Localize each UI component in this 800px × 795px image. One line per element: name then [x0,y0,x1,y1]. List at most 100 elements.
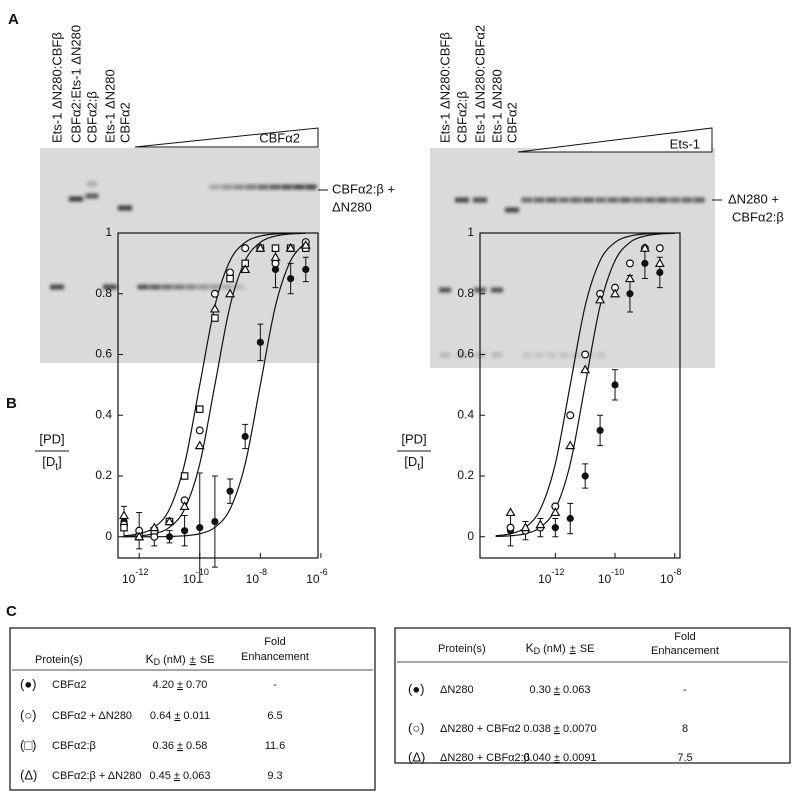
row-protein: CBFα2:β [52,740,96,752]
row-symbol: (●) [20,676,37,691]
y-label-part: ] [420,454,424,469]
row-symbol: (○) [408,720,425,735]
data-point [505,507,516,517]
titrant-label: Ets-1 [670,136,700,151]
gel-band [103,284,117,290]
gel-image [430,148,715,368]
kd-value: 0.64 [150,710,171,722]
kd-sub: D [534,646,541,656]
row-protein: ΔN280 + CBFα2 [440,723,521,735]
kd-pm: ± [177,679,183,691]
data-point [581,472,589,480]
gel-band [681,197,693,203]
tick-base: 10 [660,572,674,586]
y-tick-label: 0.6 [95,347,112,361]
titration-wedge [517,127,713,153]
data-point [271,265,280,274]
plot-frame [117,232,319,559]
band-label: ΔN280 + [728,191,779,206]
y-tick-label: 0 [105,529,112,543]
panel-label: B [6,395,17,412]
gel-band [547,352,557,358]
table-frame [9,627,376,791]
gel-band [87,181,97,187]
y-tick-label: 0.8 [95,286,112,300]
kd-value: 0.36 [153,740,174,752]
data-point [520,522,531,532]
data-point [506,523,515,532]
data-point [271,244,280,252]
data-point [211,517,219,526]
row-protein: CBFα2 [52,679,86,691]
lane-label: CBFα2:β [455,91,470,143]
row-fold: 8 [682,723,688,735]
row-protein: CBFα2:β + ΔN280 [52,770,141,782]
data-point [134,531,145,541]
y-label-sub: t [417,462,420,473]
kd-pm: ± [554,723,560,735]
tick-base: 10 [306,572,320,586]
kd-value: 0.30 [530,684,551,696]
gel-band [534,352,544,358]
y-label-sub: t [55,462,58,473]
data-point [179,501,190,510]
data-point [300,239,311,249]
kd-se: 0.063 [563,684,591,696]
gel-band [522,352,532,358]
row-fold: 6.5 [267,710,282,722]
gel-band [491,287,503,293]
kd-se: 0.0070 [563,723,597,735]
y-tick-label: 0.2 [95,468,112,482]
tick-exponent: -10 [196,567,209,577]
tick-base: 10 [538,572,552,586]
gel-band [505,207,519,213]
data-point [595,294,606,304]
band-label: CBFα2:β + [332,181,395,196]
data-point [302,265,310,274]
band-label: CBFα2:β [732,209,784,224]
table-frame [394,627,791,764]
gel-band [161,284,173,290]
data-point [271,259,280,268]
data-point [241,432,249,441]
kd-value: 4.20 [153,679,174,691]
data-point [287,274,295,283]
row-fold: - [273,679,277,691]
data-point [566,514,574,523]
row-symbol: (□) [20,737,37,752]
gel-band [85,193,99,199]
kd-se: 0.58 [186,740,207,752]
x-tick-label: 10-12 [122,567,148,586]
kd-k: K [526,641,534,655]
data-point [581,350,590,359]
kd-se: 0.70 [186,679,207,691]
data-point [656,268,664,277]
kd-se: SE [200,654,215,666]
x-tick-label: 10-6 [306,567,327,586]
data-point [226,274,234,283]
column-header: Protein(s) [438,643,486,655]
data-point [118,510,130,520]
tick-exponent: -12 [551,567,564,577]
lane-label: Ets-1 ΔN280:CBFβ [50,32,65,143]
data-point [551,524,559,532]
kd-pm: ± [554,752,560,764]
column-header: Fold [674,631,695,643]
kd-pm: ± [570,643,576,655]
x-tick-label: 10-8 [660,567,681,586]
gel-band [546,197,558,203]
data-point [195,426,204,435]
row-symbol: (●) [408,681,425,696]
gel-band [137,284,149,290]
kd-value: 0.040 [523,752,551,764]
row-protein: CBFα2 + ΔN280 [52,710,132,722]
data-point [180,472,189,480]
row-kd: 0.30 ±0.063 [530,684,591,696]
gel-band [233,184,245,190]
tick-exponent: -12 [135,567,148,577]
gel-band [209,184,221,190]
data-point [550,507,561,517]
column-header: Enhancement [241,651,309,663]
row-fold: 7.5 [677,752,692,764]
data-point [609,288,621,298]
